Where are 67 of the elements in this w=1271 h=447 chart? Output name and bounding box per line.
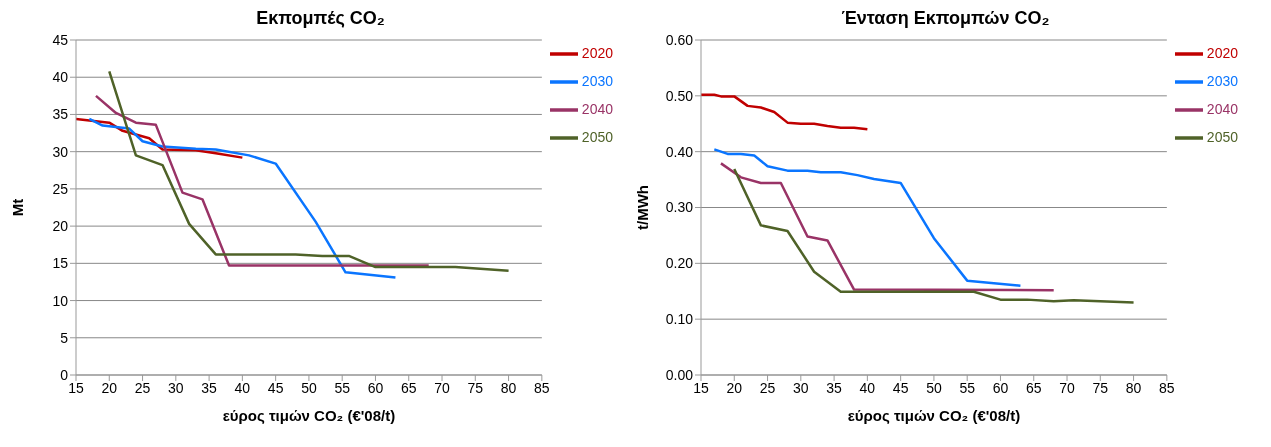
line-series <box>88 117 397 279</box>
y-tick-label: 0 <box>60 366 69 383</box>
x-tick-label: 60 <box>367 379 384 396</box>
x-tick-label: 75 <box>1092 379 1109 396</box>
line-series <box>701 93 869 131</box>
chart-title: Ένταση Εκπομπών CO₂ <box>841 8 1050 28</box>
y-tick-label: 0.60 <box>665 31 694 48</box>
x-tick-label: 35 <box>201 379 218 396</box>
y-tick-label: 20 <box>52 218 69 235</box>
legend-label: 2030 <box>1206 72 1238 89</box>
x-tick-label: 80 <box>500 379 517 396</box>
x-tick-label: 50 <box>926 379 942 396</box>
x-tick-label: 20 <box>101 379 118 396</box>
y-axis-title: Mt <box>9 198 27 217</box>
x-tick-label: 45 <box>892 379 909 396</box>
x-tick-label: 70 <box>434 379 451 396</box>
line-series <box>108 70 510 273</box>
legend-label: 2050 <box>1206 128 1238 145</box>
x-tick-label: 65 <box>400 379 417 396</box>
x-tick-label: 55 <box>959 379 976 396</box>
y-tick-label: 40 <box>52 69 69 86</box>
x-tick-label: 15 <box>693 379 709 396</box>
legend-label: 2020 <box>581 44 613 61</box>
x-tick-label: 85 <box>534 379 550 396</box>
y-tick-label: 0.00 <box>665 366 694 383</box>
y-tick-label: 0.20 <box>665 255 694 272</box>
y-tick-label: 0.40 <box>665 143 694 160</box>
x-tick-label: 25 <box>759 379 776 396</box>
x-tick-label: 65 <box>1025 379 1042 396</box>
legend-label: 2030 <box>581 72 613 89</box>
legend-label: 2020 <box>1206 44 1238 61</box>
y-tick-label: 30 <box>52 143 69 160</box>
x-tick-label: 70 <box>1059 379 1076 396</box>
legend-label: 2040 <box>581 100 613 117</box>
line-series <box>94 94 430 267</box>
x-tick-label: 55 <box>334 379 351 396</box>
legend-label: 2040 <box>1206 100 1238 117</box>
line-series <box>713 148 1022 287</box>
y-tick-label: 45 <box>52 31 69 48</box>
y-tick-label: 35 <box>52 106 69 123</box>
chart-title: Εκπομπές CO₂ <box>256 8 385 28</box>
line-series <box>733 167 1135 304</box>
y-tick-label: 10 <box>52 292 69 309</box>
x-tick-label: 40 <box>234 379 251 396</box>
legend-label: 2050 <box>581 128 613 145</box>
x-tick-label: 80 <box>1125 379 1142 396</box>
y-tick-label: 15 <box>52 255 69 272</box>
y-axis-title: t/MWh <box>634 185 652 230</box>
y-tick-label: 0.30 <box>665 199 694 216</box>
x-axis-title: εύρος τιμών CO₂ (€'08/t) <box>222 407 396 424</box>
y-tick-label: 25 <box>52 180 69 197</box>
x-tick-label: 20 <box>726 379 743 396</box>
x-axis-title: εύρος τιμών CO₂ (€'08/t) <box>847 407 1021 424</box>
y-tick-label: 0.50 <box>665 87 694 104</box>
x-tick-label: 30 <box>168 379 184 396</box>
y-tick-label: 5 <box>60 329 69 346</box>
x-tick-label: 45 <box>267 379 284 396</box>
x-tick-label: 40 <box>859 379 876 396</box>
x-tick-label: 35 <box>826 379 843 396</box>
x-tick-label: 25 <box>134 379 151 396</box>
x-tick-label: 30 <box>793 379 809 396</box>
line-series <box>719 162 1055 292</box>
y-tick-label: 0.10 <box>665 311 694 328</box>
x-tick-label: 60 <box>992 379 1009 396</box>
x-tick-label: 50 <box>301 379 317 396</box>
x-tick-label: 75 <box>467 379 484 396</box>
x-tick-label: 85 <box>1159 379 1175 396</box>
